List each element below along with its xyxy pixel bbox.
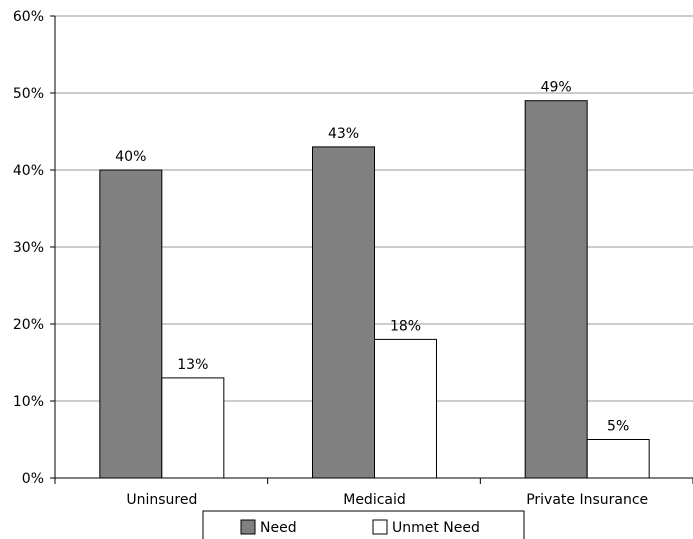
x-axis-ticks: Uninsured Medicaid Private Insurance <box>54 478 693 508</box>
x-category-label: Uninsured <box>126 492 197 508</box>
data-label: 43% <box>328 126 359 142</box>
legend-swatch <box>240 519 256 535</box>
legend-swatch <box>372 519 388 535</box>
y-tick-label: 10% <box>13 394 44 410</box>
data-label: 40% <box>115 149 146 165</box>
y-tick-label: 40% <box>13 163 44 179</box>
bar-unmet-need <box>586 439 650 479</box>
bar-need <box>524 100 588 479</box>
y-tick-label: 30% <box>13 240 44 256</box>
legend: Need Unmet Need <box>202 510 525 539</box>
y-axis-ticks: 0% 10% 20% 30% 40% 50% 60% <box>13 9 55 487</box>
y-tick-label: 20% <box>13 317 44 333</box>
data-label: 18% <box>390 318 421 334</box>
data-label: 5% <box>607 419 629 435</box>
data-label: 13% <box>177 357 208 373</box>
bar-unmet-need <box>374 338 437 479</box>
x-category-label: Private Insurance <box>526 492 648 508</box>
x-category-label: Medicaid <box>343 492 406 508</box>
y-tick-label: 50% <box>13 86 44 102</box>
legend-label: Need <box>260 520 297 536</box>
data-labels: 40% 13% 43% 18% 49% 5% <box>115 80 629 435</box>
legend-label: Unmet Need <box>392 520 480 536</box>
y-tick-label: 60% <box>13 9 44 25</box>
legend-box <box>202 510 525 539</box>
bar-unmet-need <box>161 377 225 479</box>
bar-need <box>99 169 163 479</box>
axes <box>54 16 693 479</box>
bars <box>99 100 650 479</box>
y-tick-label: 0% <box>22 471 44 487</box>
bar-need <box>312 146 375 479</box>
data-label: 49% <box>541 80 572 96</box>
